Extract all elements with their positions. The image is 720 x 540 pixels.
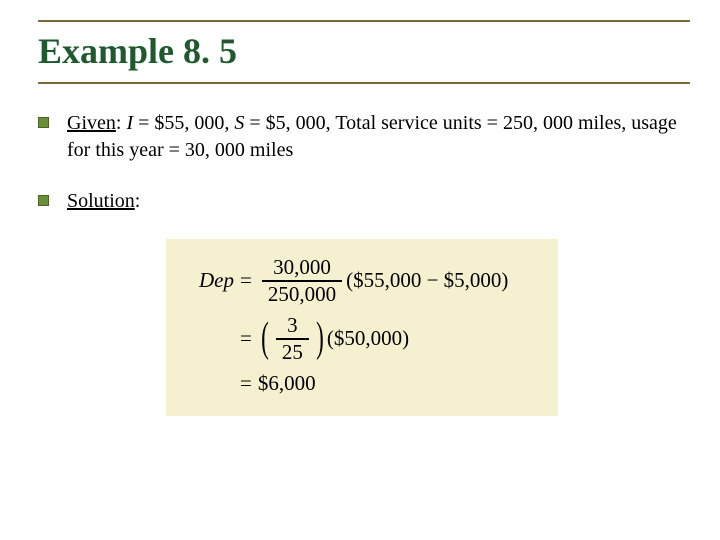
given-label: Given: [67, 112, 116, 134]
equals-sign: =: [240, 371, 252, 396]
title-underline: [38, 82, 690, 84]
fraction-1: 30,000 250,000: [262, 255, 342, 307]
right-paren-icon: ): [316, 322, 324, 356]
equation-lhs: Dep: [182, 268, 234, 293]
equation-line-3: = $6,000: [182, 371, 542, 396]
equation-line-2: = ( 3 25 ) ($50,000): [182, 313, 542, 365]
solution-colon: :: [135, 190, 141, 212]
frac2-denominator: 25: [276, 340, 309, 365]
given-text: Given: I = $55, 000, S = $5, 000, Total …: [67, 110, 682, 164]
line2-rhs: ($50,000): [327, 326, 409, 351]
var-s: S: [234, 112, 244, 134]
content-area: Given: I = $55, 000, S = $5, 000, Total …: [38, 110, 682, 416]
i-value: = $55, 000,: [133, 112, 234, 134]
frac2-numerator: 3: [281, 313, 304, 338]
square-bullet-icon: [38, 195, 49, 206]
square-bullet-icon: [38, 117, 49, 128]
result-value: $6,000: [258, 371, 316, 396]
given-prefix: :: [116, 112, 127, 134]
line1-rhs: ($55,000 − $5,000): [346, 268, 508, 293]
left-paren-icon: (: [261, 322, 269, 356]
frac1-numerator: 30,000: [267, 255, 337, 280]
fraction-2: 3 25: [276, 313, 309, 365]
slide-title: Example 8. 5: [38, 30, 237, 72]
solution-text: Solution:: [67, 188, 140, 215]
paren-fraction: ( 3 25 ): [258, 313, 327, 365]
top-rule: [38, 20, 690, 22]
bullet-solution: Solution:: [38, 188, 682, 215]
solution-label: Solution: [67, 190, 135, 212]
equation-block: Dep = 30,000 250,000 ($55,000 − $5,000) …: [166, 239, 558, 416]
frac1-denominator: 250,000: [262, 282, 342, 307]
equation-line-1: Dep = 30,000 250,000 ($55,000 − $5,000): [182, 255, 542, 307]
equals-sign: =: [240, 268, 252, 293]
equals-sign: =: [240, 326, 252, 351]
bullet-given: Given: I = $55, 000, S = $5, 000, Total …: [38, 110, 682, 164]
